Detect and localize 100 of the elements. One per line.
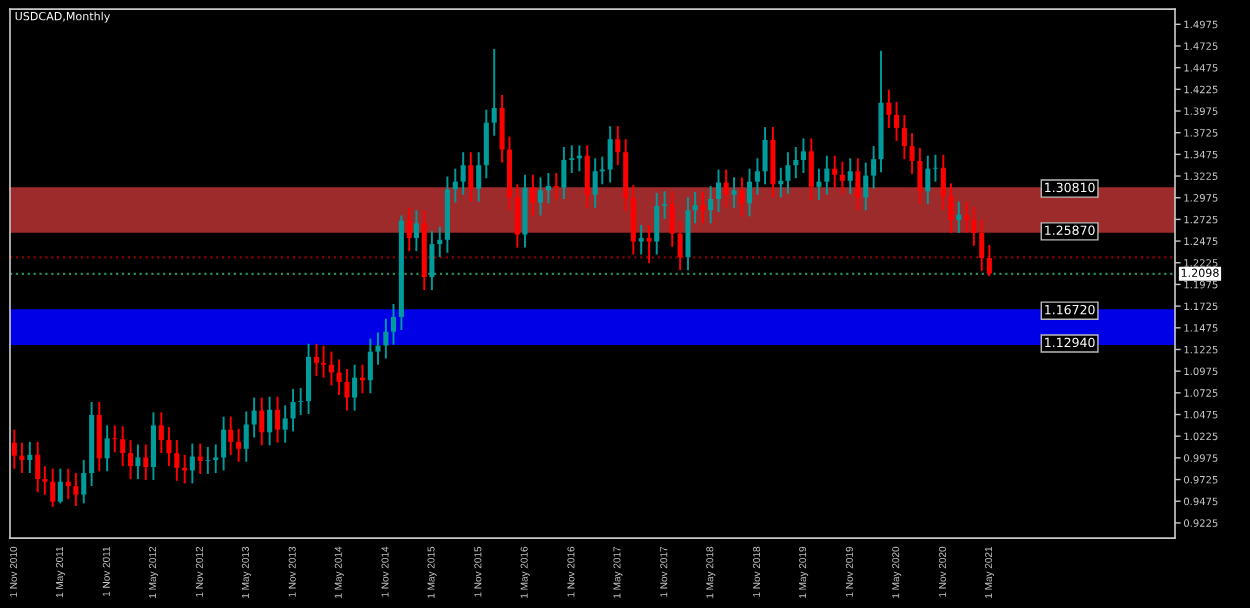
candlestick — [932, 153, 938, 183]
candlestick — [11, 428, 17, 470]
candlestick — [429, 230, 435, 292]
candlestick — [654, 191, 660, 256]
candlestick — [221, 415, 227, 472]
candlestick — [685, 196, 691, 272]
candlestick — [27, 440, 33, 475]
candlestick — [986, 244, 992, 278]
candlestick — [491, 48, 497, 137]
candlestick — [259, 396, 265, 447]
candlestick — [917, 146, 923, 206]
candlestick — [793, 146, 799, 180]
candlestick — [646, 224, 652, 265]
candlestick — [940, 153, 946, 211]
candlestick — [925, 154, 931, 206]
candlestick — [708, 185, 714, 225]
candlestick — [205, 446, 211, 475]
candlestick — [236, 427, 242, 463]
candlestick — [584, 144, 590, 209]
candlestick — [909, 132, 915, 175]
candlestick — [65, 467, 71, 501]
candlestick — [243, 410, 249, 463]
candlestick — [104, 424, 110, 473]
candlestick — [274, 395, 281, 444]
candlestick — [537, 176, 544, 217]
candlestick — [298, 387, 304, 416]
candlestick — [197, 442, 203, 475]
candlestick — [375, 331, 381, 366]
candlestick — [746, 167, 753, 218]
candlestick — [808, 137, 814, 201]
candlestick — [971, 205, 977, 247]
candlestick — [468, 151, 474, 203]
candlestick — [166, 426, 172, 468]
candlestick — [313, 342, 319, 377]
candlestick — [723, 168, 729, 209]
candlestick — [669, 190, 675, 248]
candlestick — [677, 219, 683, 272]
candlestick — [437, 225, 443, 259]
candlestick — [150, 411, 156, 481]
candlestick — [785, 151, 791, 195]
candlestick — [800, 137, 806, 174]
candlestick — [901, 113, 907, 161]
candlestick — [956, 200, 962, 234]
candlestick — [213, 443, 219, 475]
candlestick — [321, 344, 327, 379]
candlestick — [731, 176, 737, 209]
candlestick — [863, 161, 869, 212]
candlestick — [886, 88, 892, 129]
candlestick — [630, 184, 636, 256]
candlestick — [762, 126, 768, 186]
candlestick — [816, 167, 822, 201]
candlestick — [615, 125, 621, 167]
candlestick — [35, 440, 41, 494]
candlestick — [545, 172, 551, 205]
candlestick — [128, 439, 134, 481]
candlestick — [700, 191, 706, 225]
candlestick — [344, 368, 350, 412]
candlestick — [189, 442, 195, 485]
candlestick — [174, 439, 180, 482]
candlestick — [522, 173, 528, 249]
candlestick — [839, 160, 845, 195]
candlestick — [979, 218, 985, 272]
candlestick — [592, 157, 598, 209]
candlestick — [832, 154, 838, 189]
candlestick — [569, 144, 575, 174]
candlestick — [514, 183, 520, 249]
candlestick — [553, 172, 559, 200]
candlestick — [19, 441, 25, 475]
candlestick — [282, 404, 288, 444]
candlestick — [158, 411, 164, 455]
candlestick — [367, 337, 373, 395]
candlestick — [964, 200, 970, 234]
candlestick — [824, 154, 830, 196]
candlestick — [948, 182, 954, 234]
candlestick — [352, 363, 358, 412]
candlestick — [81, 459, 87, 505]
candlestick — [267, 395, 273, 447]
candlestick — [143, 443, 149, 481]
candlestick — [50, 467, 56, 508]
candlestick — [561, 146, 567, 200]
candlestick — [607, 125, 613, 184]
candlestick — [460, 151, 466, 196]
candlestick — [390, 302, 397, 346]
candlestick — [406, 206, 412, 253]
candlestick — [476, 151, 482, 203]
candlestick — [306, 342, 312, 416]
candlestick — [855, 157, 861, 212]
candlestick — [336, 358, 342, 396]
candlestick — [290, 387, 296, 433]
candlestick — [483, 108, 489, 180]
candlestick — [228, 415, 234, 456]
candlestick — [251, 396, 257, 439]
candlestick — [623, 138, 629, 213]
candlestick — [847, 157, 853, 195]
candlestick — [715, 168, 722, 213]
candlestick — [739, 176, 745, 218]
candlestick — [383, 317, 389, 360]
candlestick — [638, 224, 644, 256]
candlestick — [96, 400, 102, 473]
candlestick — [770, 126, 776, 199]
